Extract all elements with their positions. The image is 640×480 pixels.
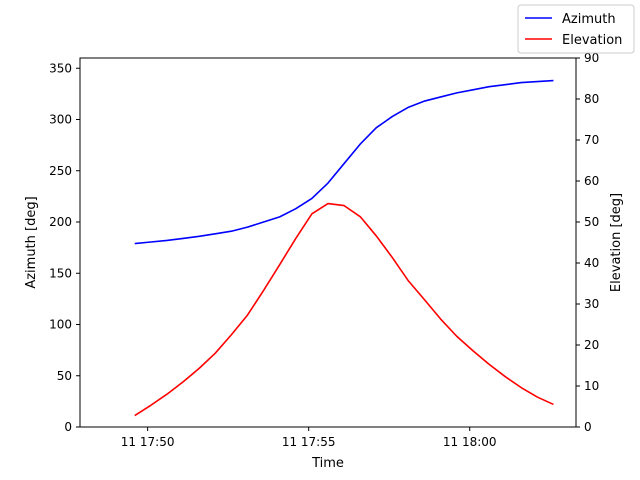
y-left-tick-label: 150 [49, 266, 72, 280]
y-right-tick-label: 70 [584, 133, 599, 147]
x-axis-label: Time [311, 456, 344, 471]
series-line-elevation [134, 202, 554, 417]
y-right-tick-label: 50 [584, 215, 599, 229]
y-right-tick-label: 80 [584, 92, 599, 106]
y-axis-left-label: Azimuth [deg] [24, 196, 39, 288]
legend: Azimuth Elevation [517, 4, 635, 54]
y-left-tick-label: 350 [49, 61, 72, 75]
y-right-tick-label: 20 [584, 338, 599, 352]
plot-area [134, 79, 554, 417]
x-tick-label: 11 17:55 [282, 435, 336, 449]
y-right-tick-label: 60 [584, 174, 599, 188]
y-left-tick-label: 50 [57, 369, 72, 383]
y-right-tick-label: 90 [584, 51, 599, 65]
x-tick-label: 11 17:50 [121, 435, 175, 449]
legend-label-azimuth: Azimuth [562, 12, 616, 27]
axes-frame [79, 57, 577, 428]
y-right-tick-label: 0 [584, 420, 592, 434]
series-line-azimuth [134, 79, 554, 245]
y-left-tick-label: 200 [49, 215, 72, 229]
y-right-tick-label: 10 [584, 379, 599, 393]
x-tick-label: 11 18:00 [443, 435, 497, 449]
axis-ticks: 11 17:50 11 17:55 11 18:000501001502002503… [49, 51, 599, 449]
y-left-tick-label: 300 [49, 113, 72, 127]
y-left-tick-label: 250 [49, 164, 72, 178]
y-right-tick-label: 30 [584, 297, 599, 311]
y-right-tick-label: 40 [584, 256, 599, 270]
y-left-tick-label: 0 [64, 420, 72, 434]
legend-label-elevation: Elevation [562, 33, 622, 48]
y-axis-right-label: Elevation [deg] [609, 193, 624, 292]
legend-box [517, 4, 635, 54]
y-left-tick-label: 100 [49, 318, 72, 332]
